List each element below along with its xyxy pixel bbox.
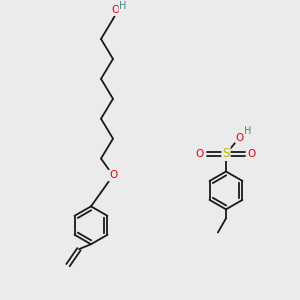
Text: O: O xyxy=(111,5,119,15)
Text: S: S xyxy=(222,147,230,160)
Text: O: O xyxy=(109,170,117,181)
Text: O: O xyxy=(196,148,204,159)
Text: O: O xyxy=(248,148,256,159)
Text: H: H xyxy=(244,126,252,136)
Text: H: H xyxy=(119,1,127,11)
Text: O: O xyxy=(236,133,244,142)
